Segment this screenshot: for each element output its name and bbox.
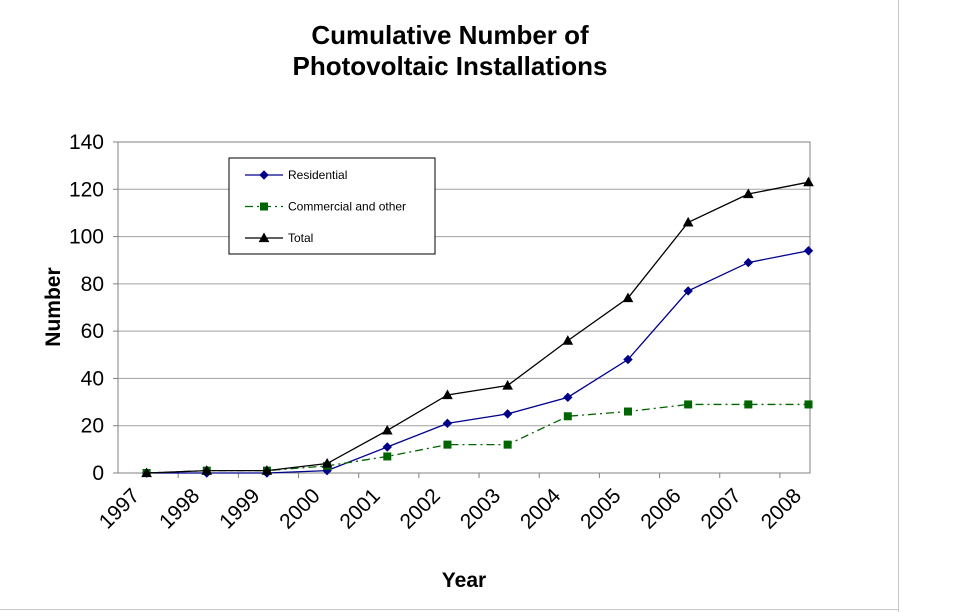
chart-title: Cumulative Number of Photovoltaic Instal… xyxy=(200,20,700,82)
legend-swatch-marker-commercial-and-other xyxy=(260,202,268,211)
data-point-total-1997 xyxy=(141,467,152,478)
legend-item-commercial-and-other: Commercial and other xyxy=(245,200,406,214)
data-point-residential-2007 xyxy=(743,257,754,268)
y-tick-label-140: 140 xyxy=(69,131,104,154)
x-tick-label-2003: 2003 xyxy=(456,484,505,533)
data-point-total-2004 xyxy=(562,335,574,345)
y-tick-label-40: 40 xyxy=(81,367,104,390)
axis-ticks xyxy=(113,141,781,478)
data-point-total-2000 xyxy=(321,458,333,468)
data-point-total-2007 xyxy=(742,188,754,199)
data-point-total-2002 xyxy=(442,389,453,400)
y-tick-label-60: 60 xyxy=(81,320,104,343)
legend-item-residential: Residential xyxy=(245,168,347,182)
data-point-total-2005 xyxy=(622,292,634,303)
legend-label-commercial-and-other: Commercial and other xyxy=(288,200,406,214)
x-tick-label-2006: 2006 xyxy=(636,484,685,533)
plot-area-frame xyxy=(117,141,811,474)
data-point-residential-2008 xyxy=(803,246,814,256)
y-tick-label-100: 100 xyxy=(69,226,104,249)
data-series xyxy=(141,176,814,478)
data-point-residential-2003 xyxy=(502,409,513,419)
legend-swatch-marker-total xyxy=(258,232,270,243)
legend-item-total: Total xyxy=(245,231,313,245)
x-tick-label-2005: 2005 xyxy=(576,484,625,533)
gridlines xyxy=(118,188,810,427)
x-axis-tick-labels: 1997 1998 1999 2000 2001 2002 2003 2004 2005 2006… xyxy=(95,484,806,534)
x-tick-label-1999: 1999 xyxy=(215,484,264,533)
x-tick-label-1998: 1998 xyxy=(155,484,204,533)
data-point-commercial-and-other-2007 xyxy=(744,400,753,409)
slide-bottom-edge xyxy=(0,609,899,610)
data-point-commercial-and-other-2004 xyxy=(563,412,572,421)
data-point-residential-2006 xyxy=(683,286,693,296)
data-point-total-2008 xyxy=(803,176,814,187)
data-point-commercial-and-other-2006 xyxy=(684,400,693,409)
x-tick-label-2008: 2008 xyxy=(757,484,806,533)
data-point-total-2006 xyxy=(682,216,694,227)
series-line-residential xyxy=(146,250,809,474)
data-point-residential-2002 xyxy=(442,418,453,429)
data-point-commercial-and-other-2001 xyxy=(383,452,392,461)
data-point-residential-2001 xyxy=(382,442,392,452)
series-line-commercial-and-other xyxy=(146,403,809,474)
legend-swatch-marker-residential xyxy=(259,170,269,180)
x-tick-label-2004: 2004 xyxy=(516,484,566,534)
y-axis-title: Number xyxy=(42,267,65,346)
x-axis-title: Year xyxy=(442,569,486,592)
chart-title-line-2: Photovoltaic Installations xyxy=(292,51,608,81)
x-tick-label-2007: 2007 xyxy=(697,484,746,533)
chart-title-line-1: Cumulative Number of xyxy=(311,20,589,50)
legend-label-residential: Residential xyxy=(288,168,347,182)
series-residential xyxy=(141,246,814,478)
y-axis-tick-labels: 0 20 40 60 80 100 120 140 xyxy=(69,131,104,485)
series-line-total xyxy=(146,181,809,474)
legend-label-total: Total xyxy=(288,231,313,245)
slide-right-edge xyxy=(898,0,899,612)
data-point-total-1999 xyxy=(261,465,273,475)
y-tick-label-0: 0 xyxy=(92,462,104,485)
data-point-total-1998 xyxy=(201,465,213,475)
y-tick-label-120: 120 xyxy=(69,178,104,201)
data-point-total-2003 xyxy=(502,379,513,390)
data-point-commercial-and-other-2003 xyxy=(503,440,512,449)
data-point-total-2001 xyxy=(381,424,393,435)
y-tick-label-20: 20 xyxy=(81,415,104,438)
data-point-commercial-and-other-2008 xyxy=(804,400,813,409)
data-point-residential-2004 xyxy=(563,392,573,403)
x-tick-label-1997: 1997 xyxy=(95,484,144,533)
data-point-residential-2005 xyxy=(623,354,633,365)
legend-items: Residential Commercial and other Total xyxy=(245,168,406,245)
x-tick-label-2000: 2000 xyxy=(275,484,324,533)
data-point-commercial-and-other-2005 xyxy=(623,407,632,416)
legend: Residential Commercial and other Total xyxy=(228,157,436,255)
y-tick-label-80: 80 xyxy=(81,273,104,296)
x-tick-label-2001: 2001 xyxy=(336,484,385,533)
series-commercial-and-other xyxy=(142,400,813,477)
series-total xyxy=(141,176,814,478)
data-point-commercial-and-other-2002 xyxy=(443,440,452,449)
x-tick-label-2002: 2002 xyxy=(396,484,445,533)
